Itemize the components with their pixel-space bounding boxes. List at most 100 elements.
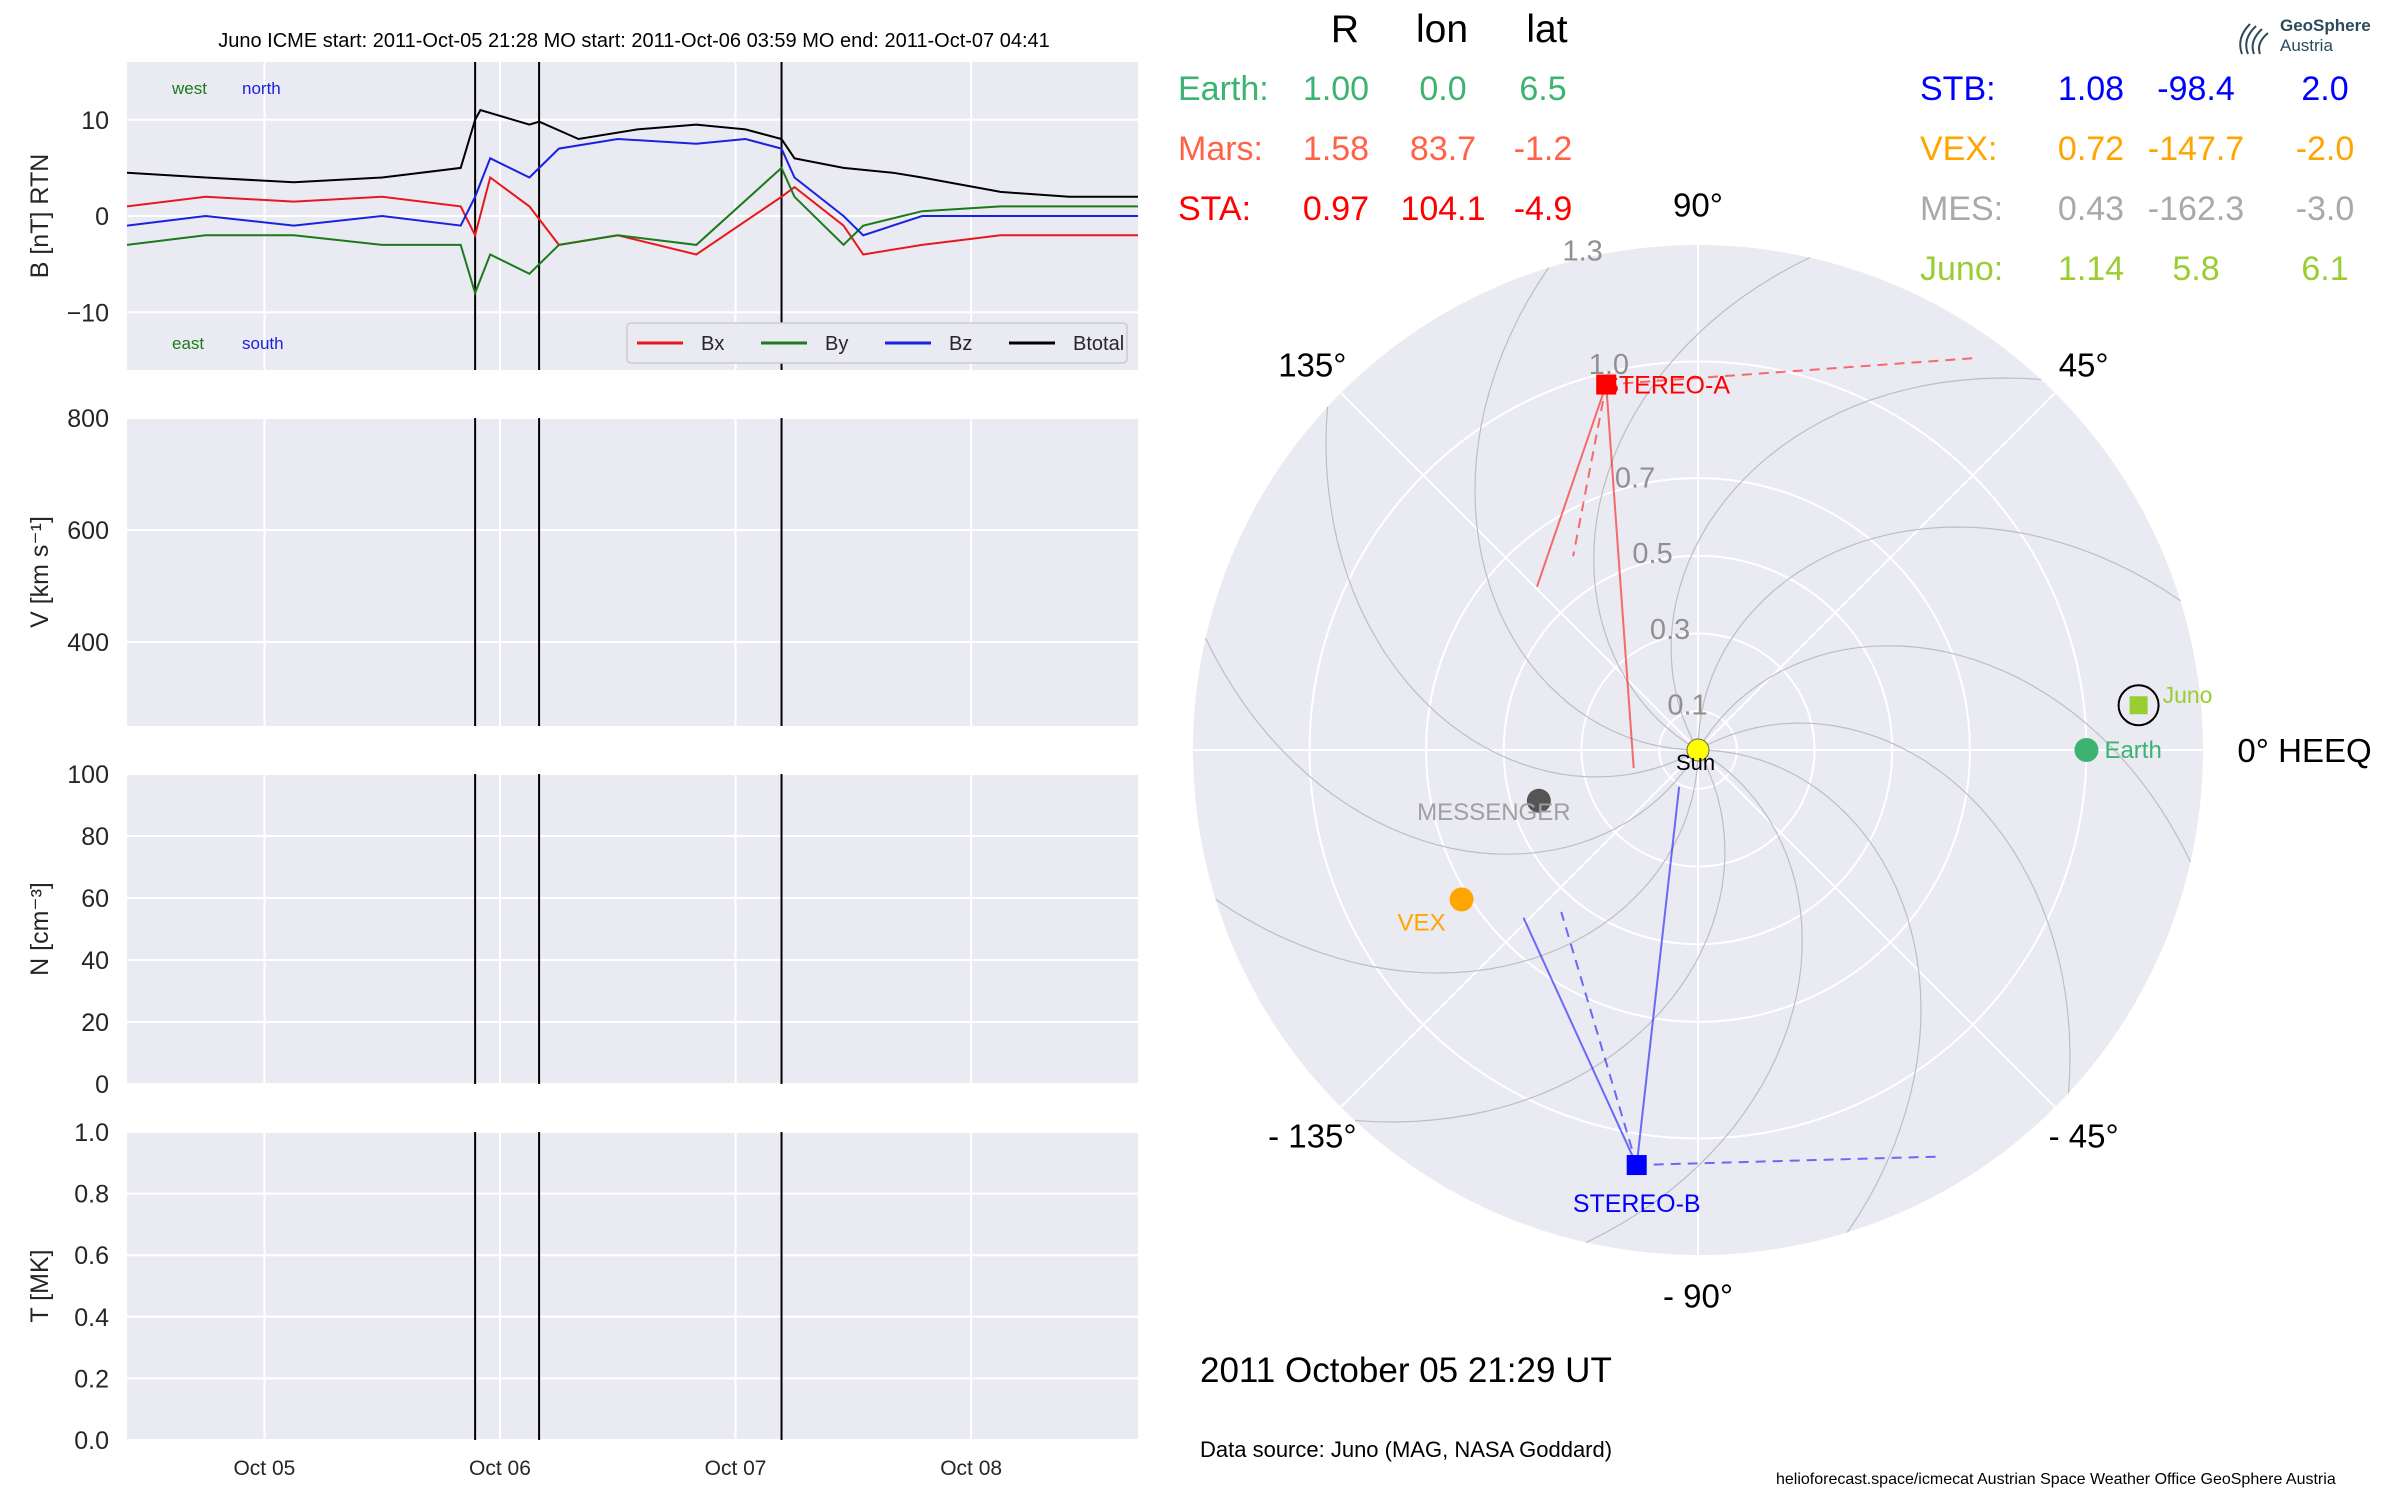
right-table-row-2-name: MES:	[1920, 190, 2004, 228]
panel-0-ytick-1: 0	[95, 203, 109, 231]
legend-label-by: By	[825, 333, 848, 355]
stereo-b-fov-0	[1635, 786, 1681, 1166]
panel-2-ytick-3: 40	[81, 947, 109, 975]
left-table-row-1-name: Mars:	[1178, 130, 1263, 168]
panel-0-ylabel: B [nT] RTN	[26, 154, 54, 279]
panel-3-ytick-5: 0.0	[74, 1427, 109, 1455]
mag-annot-west: west	[171, 79, 207, 98]
parker-spiral-2	[1697, 645, 2192, 863]
legend-label-btotal: Btotal	[1073, 333, 1124, 355]
parker-spiral-9	[1215, 749, 1699, 974]
parker-spiral-5	[1593, 256, 1811, 751]
polar-theta-label-t45: 45°	[2059, 346, 2109, 383]
parker-spiral-10	[1354, 749, 1726, 1123]
polar-theta-label-tm135: - 135°	[1268, 1118, 1356, 1155]
messenger-label: MESSENGER	[1417, 799, 1570, 826]
sun-label: Sun	[1676, 750, 1715, 775]
mag-annot-east: east	[172, 334, 204, 353]
left-table-row-1-lat: -1.2	[1513, 130, 1573, 168]
left-table-row-2-name: STA:	[1178, 190, 1252, 228]
stereo-a-fov-3	[1606, 356, 1979, 386]
panel-3-ytick-3: 0.4	[74, 1304, 109, 1332]
right-table-row-3-name: Juno:	[1920, 250, 2004, 288]
right-table-row-2-r: 0.43	[2057, 190, 2125, 228]
juno-marker	[2129, 696, 2148, 715]
stereo-a-fov-0	[1536, 384, 1608, 588]
right-table-row-2-lon: -162.3	[2147, 190, 2245, 228]
right-table-row-3-r: 1.14	[2057, 250, 2125, 288]
right-table-row-3-lon: 5.8	[2172, 250, 2220, 288]
panel-3-background	[127, 1132, 1138, 1440]
series-line-by	[126, 166, 1138, 297]
series-line-bz	[126, 137, 1138, 237]
panel-2-ylabel: N [cm⁻³]	[26, 882, 54, 976]
right-table-row-3-lat: 6.1	[2301, 250, 2349, 288]
polar-theta-label-t90: 90°	[1673, 187, 1723, 224]
polar-thetagrid-315	[1697, 749, 2056, 1108]
right-table-row-0-lat: 2.0	[2301, 70, 2349, 108]
stereo-a-fov-2	[1605, 384, 1635, 769]
panel-0-ytick-2: −10	[67, 299, 109, 327]
table-header-r: R	[1330, 8, 1360, 51]
panel-3-ytick-4: 0.2	[74, 1365, 109, 1393]
stereo-a-label: STEREO-A	[1602, 372, 1730, 400]
credits-label: helioforecast.space/icmecat Austrian Spa…	[1776, 1471, 2336, 1488]
polar-theta-label-t0: 0° HEEQ	[2237, 732, 2371, 769]
parker-spiral-6	[1474, 267, 1699, 751]
polar-thetagrid-135	[1340, 392, 1699, 751]
series-line-btotal	[126, 108, 1138, 198]
parker-spiral-1	[1697, 722, 2071, 1094]
parker-spiral-3	[1697, 526, 2181, 751]
table-header-lat: lat	[1526, 8, 1568, 51]
sun-marker	[1686, 738, 1710, 762]
left-table-row-0-lon: 0.0	[1419, 70, 1467, 108]
polar-rtick-0: 0.1	[1667, 690, 1707, 722]
parker-spiral-7	[1325, 406, 1699, 778]
left-table-row-0-r: 1.00	[1302, 70, 1370, 108]
logo-line1: GeoSphere	[2280, 16, 2371, 35]
juno-label: Juno	[2163, 682, 2213, 708]
panel-1-ytick-0: 800	[67, 405, 109, 433]
stereo-a-fov-1	[1572, 384, 1608, 557]
polar-rtick-5: 1.3	[1562, 235, 1602, 267]
parker-spiral-0	[1697, 749, 1922, 1233]
panel-1-ytick-2: 400	[67, 629, 109, 657]
panel-3-ylabel: T [MK]	[26, 1249, 54, 1322]
panel-3-ytick-1: 0.8	[74, 1181, 109, 1209]
polar-rtick-3: 0.7	[1615, 462, 1655, 494]
juno-highlight-ring	[2117, 684, 2160, 727]
parker-spiral-11	[1585, 749, 1803, 1244]
right-table-row-1-lat: -2.0	[2295, 130, 2355, 168]
stereo-a-marker	[1596, 374, 1617, 395]
panel-1-background	[127, 418, 1138, 726]
panel-1-ylabel: V [km s⁻¹]	[26, 516, 54, 628]
polar-rtick-2: 0.5	[1632, 538, 1672, 570]
right-table-row-0-r: 1.08	[2057, 70, 2125, 108]
geosphere-logo-icon	[2239, 23, 2269, 55]
left-table-row-0-lat: 6.5	[1519, 70, 1567, 108]
vex-label: VEX	[1398, 909, 1446, 936]
parker-spiral-8	[1204, 637, 1699, 855]
panel-0-ytick-0: 10	[81, 107, 109, 135]
panel-2-ytick-2: 60	[81, 885, 109, 913]
left-table-row-1-lon: 83.7	[1409, 130, 1477, 168]
panel-2-ytick-1: 80	[81, 823, 109, 851]
stereo-b-marker	[1626, 1155, 1647, 1176]
stereo-b-fov-2	[1522, 917, 1638, 1166]
earth-label: Earth	[2104, 737, 2161, 764]
polar-theta-label-tm45: - 45°	[2049, 1118, 2119, 1155]
right-table-row-1-lon: -147.7	[2147, 130, 2245, 168]
panel-2-ytick-4: 20	[81, 1009, 109, 1037]
left-table-row-2-lon: 104.1	[1400, 190, 1486, 228]
stereo-b-label: STEREO-B	[1573, 1190, 1701, 1218]
date-label: 2011 October 05 21:29 UT	[1200, 1351, 1612, 1390]
left-table-row-1-r: 1.58	[1302, 130, 1370, 168]
xtick-3: Oct 08	[940, 1457, 1002, 1480]
xtick-0: Oct 05	[233, 1457, 295, 1480]
xtick-1: Oct 06	[469, 1457, 531, 1480]
panel-2-background	[127, 774, 1138, 1084]
polar-thetagrid-225	[1340, 749, 1699, 1108]
right-table-row-0-lon: -98.4	[2157, 70, 2235, 108]
left-table-row-0-name: Earth:	[1178, 70, 1269, 108]
panel-3-ytick-0: 1.0	[74, 1119, 109, 1147]
